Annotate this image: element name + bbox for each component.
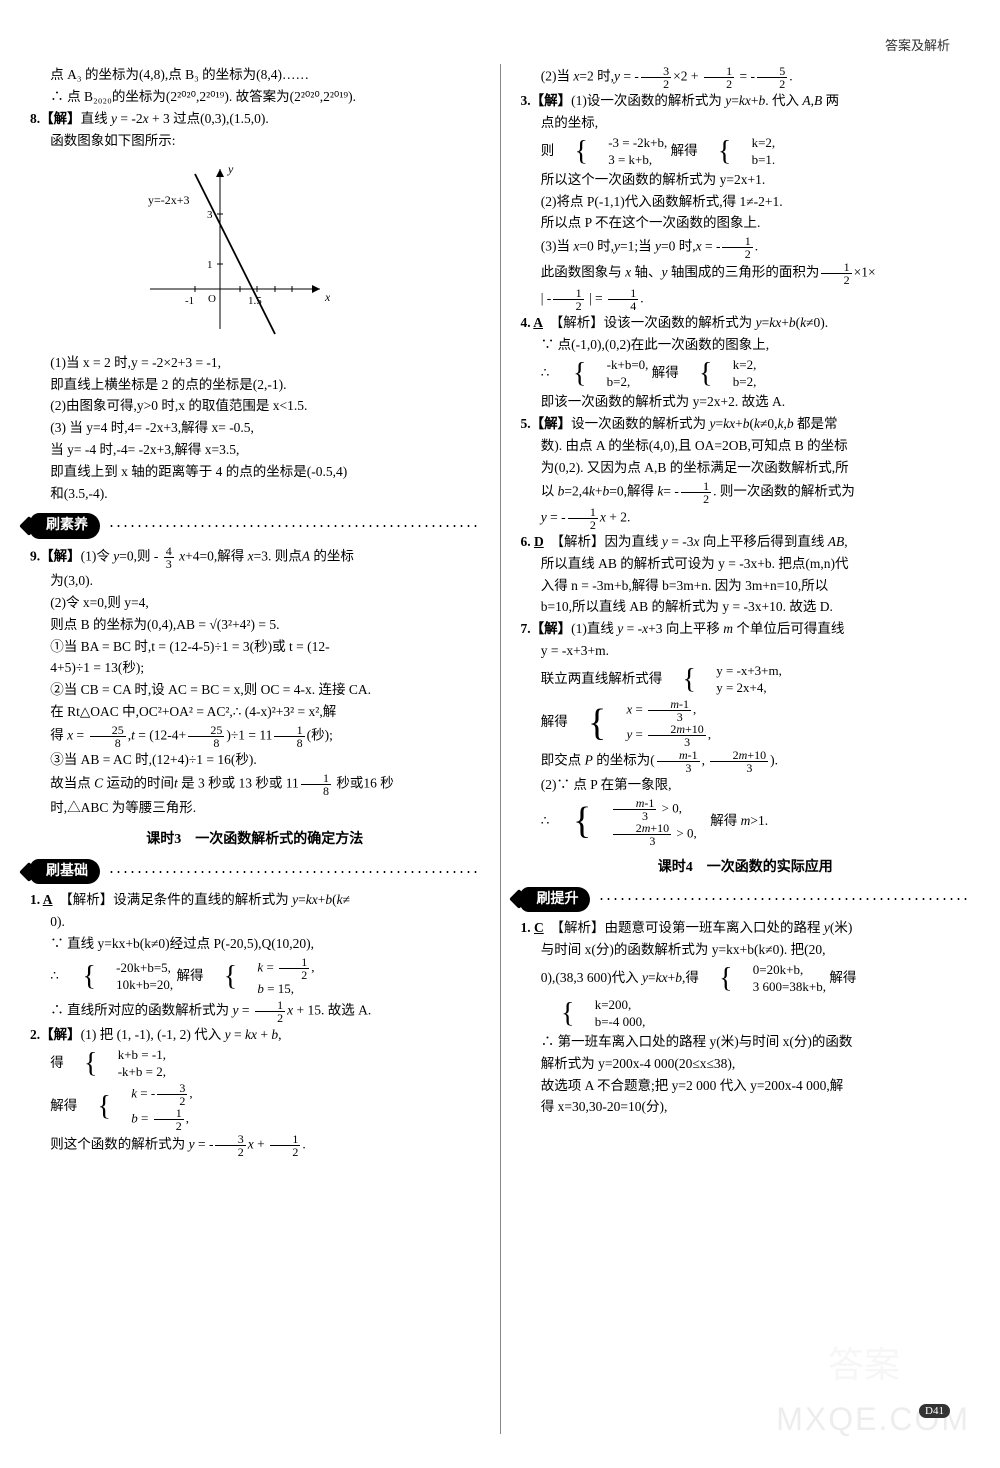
text-line: 即直线上横坐标是 2 的点的坐标是(2,-1).: [30, 375, 480, 396]
dots-icon: [598, 898, 970, 900]
text-line: ∴ {-20k+b=5,10k+b=20, 解得{k = 12,b = 15,: [30, 956, 480, 998]
text-line: b=10,所以直线 AB 的解析式为 y = -3x+10. 故选 D.: [520, 597, 970, 618]
header-breadcrumb: 答案及解析: [885, 35, 950, 54]
left-column: 点 A₃ 的坐标为(4,8),点 B₃ 的坐标为(8,4)…… ∴ 点 B₂₀₂…: [30, 64, 480, 1434]
text-line: 在 Rt△OAC 中,OC²+OA² = AC²,∴ (4-x)²+3² = x…: [30, 702, 480, 723]
q1-line: 1. A 【解析】设满足条件的直线的解析式为 y=kx+b(k≠: [30, 890, 480, 911]
text-line: ∴ 第一班车离入口处的路程 y(米)与时间 x(分)的函数: [520, 1032, 970, 1053]
text-line: (2)将点 P(-1,1)代入函数解析式,得 1≠-2+1.: [520, 192, 970, 213]
q8-line: 8.【解】8.【解】直线 y = -2x + 3 过点(0,3),(1.5,0)…: [30, 109, 480, 130]
text-line: ∴ 直线所对应的函数解析式为 y = 12x + 15. 故选 A.: [30, 999, 480, 1024]
svg-text:3: 3: [207, 209, 213, 221]
lesson-title-4: 课时4 一次函数的实际应用: [520, 857, 970, 879]
text-line: 得 x=30,30-20=10(分),: [520, 1097, 970, 1118]
q4-line: 4. A 【解析】设该一次函数的解析式为 y=kx+b(k≠0).: [520, 313, 970, 334]
section-badge-jichu: 刷基础: [30, 859, 480, 885]
section-badge-suyang: 刷素养: [30, 513, 480, 539]
svg-text:y: y: [227, 162, 234, 176]
lesson-title-3: 课时3 一次函数解析式的确定方法: [30, 829, 480, 851]
q1r-line: 1. C 【解析】由题意可设第一班车离入口处的路程 y(米): [520, 918, 970, 939]
text-line: 点的坐标,: [520, 113, 970, 134]
text-line: 所以直线 AB 的解析式可设为 y = -3x+b. 把点(m,n)代: [520, 554, 970, 575]
q6-line: 6. D 【解析】因为直线 y = -3x 向上平移后得到直线 AB,: [520, 532, 970, 553]
text-line: 则这个函数的解析式为 y = -32x + 12.: [30, 1133, 480, 1158]
text-line: (3) 当 y=4 时,4= -2x+3,解得 x= -0.5,: [30, 418, 480, 439]
svg-text:x: x: [324, 290, 330, 304]
text-line: 所以点 P 不在这个一次函数的图象上.: [520, 213, 970, 234]
text-line: ③当 AB = AC 时,(12+4)÷1 = 16(秒).: [30, 750, 480, 771]
svg-text:1.5: 1.5: [248, 295, 262, 307]
text-line: 得 x = 258,t = (12-4+258)÷1 = 1118(秒);: [30, 724, 480, 749]
function-graph: x y O y=-2x+3 3 1 -1 1.5: [140, 159, 330, 339]
text-line: 0).: [30, 912, 480, 933]
text-line: ∵ 直线 y=kx+b(k≠0)经过点 P(-20,5),Q(10,20),: [30, 934, 480, 955]
text-line: ∴ 点 B₂₀₂₀的坐标为(2²⁰²⁰,2²⁰¹⁹). 故答案为(2²⁰²⁰,2…: [30, 87, 480, 108]
text-line: 时,△ABC 为等腰三角形.: [30, 798, 480, 819]
text-line: 故选项 A 不合题意;把 y=2 000 代入 y=200x-4 000,解: [520, 1076, 970, 1097]
text-line: | -12 | = 14.: [520, 287, 970, 312]
dots-icon: [108, 871, 480, 873]
text-line: (2)令 x=0,则 y=4,: [30, 593, 480, 614]
q9-line: 9.【解】(1)令 y=0,则 - 43 x+4=0,解得 x=3. 则点A 的…: [30, 545, 480, 570]
text-line: 即交点 P 的坐标为(m-13, 2m+103).: [520, 749, 970, 774]
text-line: 所以这个一次函数的解析式为 y=2x+1.: [520, 170, 970, 191]
q5-line: 5.【解】设一次函数的解析式为 y=kx+b(k≠0,k,b 都是常: [520, 414, 970, 435]
page-number: D41: [919, 1404, 950, 1418]
text-line: y = -12x + 2.: [520, 506, 970, 531]
svg-text:1: 1: [207, 259, 213, 271]
text-line: 故当点 C 运动的时间t 是 3 秒或 13 秒或 1118 秒或16 秒: [30, 772, 480, 797]
dots-icon: [108, 525, 480, 527]
text-line: (1)当 x = 2 时,y = -2×2+3 = -1,: [30, 353, 480, 374]
text-line: ②当 CB = CA 时,设 AC = BC = x,则 OC = 4-x. 连…: [30, 680, 480, 701]
text-line: 数). 由点 A 的坐标(4,0),且 OA=2OB,可知点 B 的坐标: [520, 436, 970, 457]
text-line: 解得{ x = m-13, y = 2m+103,: [520, 698, 970, 748]
text-line: 函数图象如下图所示:: [30, 131, 480, 152]
text-line: 点 A₃ 的坐标为(4,8),点 B₃ 的坐标为(8,4)……: [30, 65, 480, 86]
text-line: y = -x+3+m.: [520, 641, 970, 662]
right-column: (2)当 x=2 时,y = -32×2 + 12 = -52. 3.【解】(1…: [520, 64, 970, 1434]
q3-line: 3.【解】(1)设一次函数的解析式为 y=kx+b. 代入 A,B 两: [520, 91, 970, 112]
text-line: 为(3,0).: [30, 571, 480, 592]
text-line: 以 b=2,4k+b=0,解得 k= -12. 则一次函数的解析式为: [520, 480, 970, 505]
text-line: (2)当 x=2 时,y = -32×2 + 12 = -52.: [520, 65, 970, 90]
text-line: 则点 B 的坐标为(0,4),AB = √(3²+4²) = 5.: [30, 615, 480, 636]
badge-label: 刷素养: [30, 513, 100, 539]
text-line: 联立两直线解析式得{y = -x+3+m,y = 2x+4,: [520, 663, 970, 697]
text-line: 解析式为 y=200x-4 000(20≤x≤38),: [520, 1054, 970, 1075]
text-line: 即直线上到 x 轴的距离等于 4 的点的坐标是(-0.5,4): [30, 462, 480, 483]
text-line: ∴ {-k+b=0,b=2, 解得{k=2,b=2,: [520, 357, 970, 391]
text-line: (2)∵ 点 P 在第一象限,: [520, 775, 970, 796]
two-column-layout: 点 A₃ 的坐标为(4,8),点 B₃ 的坐标为(8,4)…… ∴ 点 B₂₀₂…: [30, 64, 970, 1434]
text-line: 则{-3 = -2k+b,3 = k+b, 解得{k=2,b=1.: [520, 135, 970, 169]
q2-line: 2.【解】(1) 把 (1, -1), (-1, 2) 代入 y = kx + …: [30, 1025, 480, 1046]
svg-text:y=-2x+3: y=-2x+3: [148, 193, 190, 207]
badge-label: 刷提升: [520, 887, 590, 913]
badge-label: 刷基础: [30, 859, 100, 885]
text-line: ①当 BA = BC 时,t = (12-4-5)÷1 = 3(秒)或 t = …: [30, 637, 480, 658]
text-line: (2)由图象可得,y>0 时,x 的取值范围是 x<1.5.: [30, 396, 480, 417]
text-line: 入得 n = -3m+b,解得 b=3m+n. 因为 3m+n=10,所以: [520, 576, 970, 597]
text-line: 得{k+b = -1,-k+b = 2,: [30, 1047, 480, 1081]
text-line: (3)当 x=0 时,y=1;当 y=0 时,x = -12.: [520, 235, 970, 260]
watermark-icon: 答案: [828, 1336, 900, 1388]
section-badge-tisheng: 刷提升: [520, 887, 970, 913]
text-line: 解得{ k = -32, b = 12,: [30, 1082, 480, 1132]
text-line: 当 y= -4 时,-4= -2x+3,解得 x=3.5,: [30, 440, 480, 461]
column-divider: [500, 64, 501, 1434]
text-line: 和(3.5,-4).: [30, 484, 480, 505]
svg-text:-1: -1: [185, 295, 194, 307]
text-line: 4+5)÷1 = 13(秒);: [30, 658, 480, 679]
text-line: {k=200,b=-4 000,: [520, 997, 970, 1031]
svg-text:O: O: [208, 293, 216, 305]
q7-line: 7.【解】(1)直线 y = -x+3 向上平移 m 个单位后可得直线: [520, 619, 970, 640]
text-line: ∴ { m-13 > 0, 2m+103 > 0, 解得 m>1.: [520, 797, 970, 847]
text-line: ∵ 点(-1,0),(0,2)在此一次函数的图象上,: [520, 335, 970, 356]
text-line: 为(0,2). 又因为点 A,B 的坐标满足一次函数解析式,所: [520, 458, 970, 479]
text-line: 此函数图象与 x 轴、y 轴围成的三角形的面积为12×1×: [520, 261, 970, 286]
text-line: 0),(38,3 600)代入 y=kx+b,得{0=20k+b,3 600=3…: [520, 962, 970, 996]
text-line: 与时间 x(分)的函数解析式为 y=kx+b(k≠0). 把(20,: [520, 940, 970, 961]
text-line: 即该一次函数的解析式为 y=2x+2. 故选 A.: [520, 392, 970, 413]
